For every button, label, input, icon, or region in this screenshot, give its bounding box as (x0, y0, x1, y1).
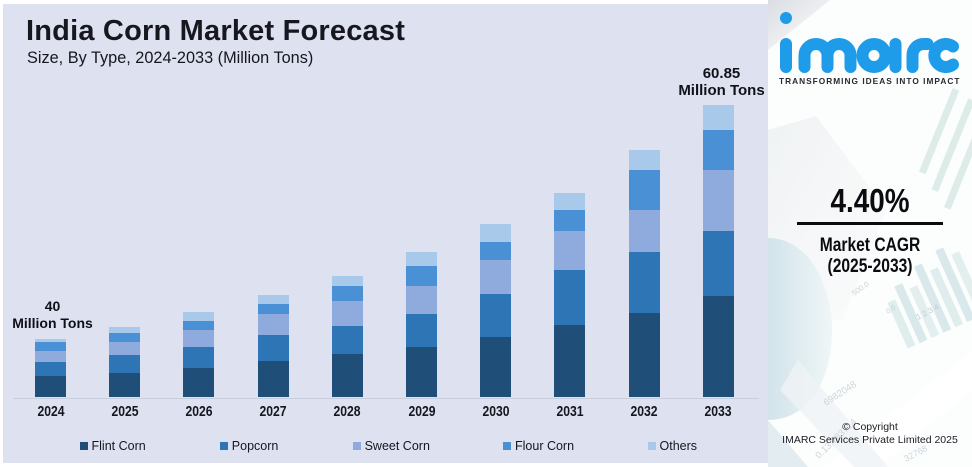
svg-text:0.0: 0.0 (885, 304, 897, 315)
svg-text:32768: 32768 (902, 443, 929, 464)
svg-text:6982048: 6982048 (822, 379, 859, 408)
